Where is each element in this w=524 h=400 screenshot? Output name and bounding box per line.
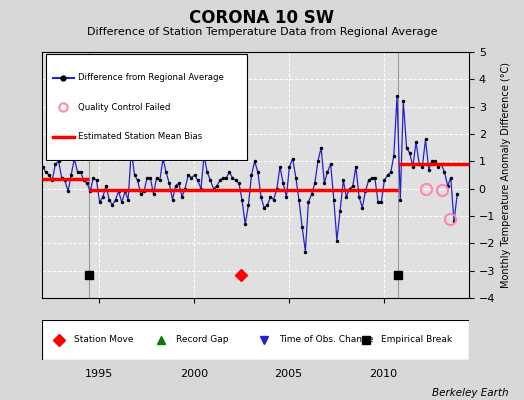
Text: Station Move: Station Move <box>74 336 134 344</box>
Text: CORONA 10 SW: CORONA 10 SW <box>190 9 334 27</box>
Text: Record Gap: Record Gap <box>177 336 229 344</box>
Text: Estimated Station Mean Bias: Estimated Station Mean Bias <box>78 132 202 141</box>
Text: Difference from Regional Average: Difference from Regional Average <box>78 73 224 82</box>
Bar <box>46 54 247 160</box>
Y-axis label: Monthly Temperature Anomaly Difference (°C): Monthly Temperature Anomaly Difference (… <box>501 62 511 288</box>
Text: Difference of Station Temperature Data from Regional Average: Difference of Station Temperature Data f… <box>87 27 437 37</box>
Text: Empirical Break: Empirical Break <box>381 336 453 344</box>
Text: Quality Control Failed: Quality Control Failed <box>78 103 171 112</box>
Text: Time of Obs. Change: Time of Obs. Change <box>279 336 373 344</box>
Text: 2000: 2000 <box>180 370 208 379</box>
Text: Berkeley Earth: Berkeley Earth <box>432 388 508 398</box>
Text: 1995: 1995 <box>85 370 113 379</box>
Text: 2005: 2005 <box>275 370 303 379</box>
Text: 2010: 2010 <box>369 370 398 379</box>
